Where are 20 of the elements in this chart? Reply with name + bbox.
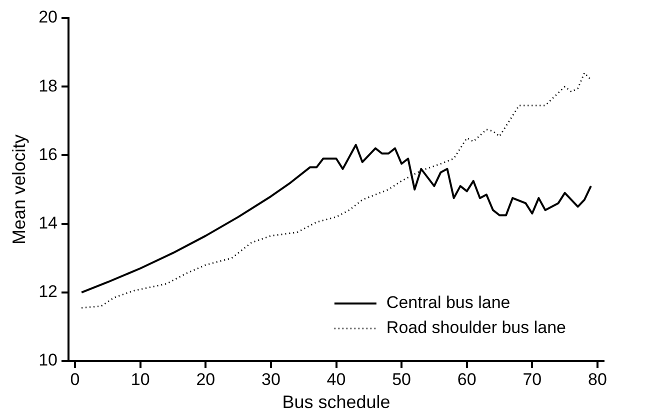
- x-tick-label: 70: [522, 370, 542, 389]
- legend-label: Central bus lane: [386, 293, 510, 312]
- x-tick-label: 80: [588, 370, 607, 389]
- x-tick-label: 10: [130, 370, 150, 389]
- y-tick-label: 10: [38, 350, 58, 370]
- x-tick-label: 30: [261, 370, 280, 389]
- legend-label: Road shoulder bus lane: [386, 318, 566, 338]
- x-tick-label: 50: [392, 370, 412, 389]
- y-tick-label: 16: [38, 144, 58, 164]
- y-axis-title: Mean velocity: [8, 134, 29, 245]
- y-tick-label: 18: [38, 76, 58, 96]
- y-tick-label: 14: [38, 213, 58, 232]
- line-series: [80, 72, 592, 309]
- y-tick-label: 12: [38, 282, 58, 302]
- x-axis-title: Bus schedule: [282, 392, 390, 412]
- y-tick-label: 20: [38, 8, 58, 27]
- x-tick-label: 0: [70, 370, 80, 389]
- x-tick-label: 20: [196, 370, 216, 389]
- x-tick-label: 40: [326, 370, 346, 389]
- x-tick-label: 60: [457, 370, 476, 389]
